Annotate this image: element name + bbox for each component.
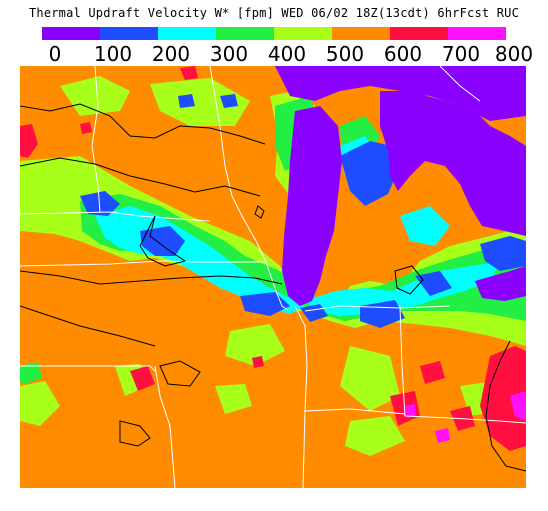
legend-swatch-100 (100, 27, 158, 40)
forecast-map (20, 66, 526, 488)
legend-swatch-300 (216, 27, 274, 40)
magenta-spots (405, 391, 526, 443)
red-spots (20, 66, 526, 451)
contour-lines (20, 103, 526, 472)
legend-label-200: 200 (151, 42, 191, 66)
legend-swatch-200 (158, 27, 216, 40)
legend-label-100: 100 (93, 42, 133, 66)
legend-swatch-0 (42, 27, 100, 40)
legend-swatch-600 (390, 27, 448, 40)
legend-label-400: 400 (267, 42, 307, 66)
lake-erie (475, 266, 526, 301)
legend-swatch-400 (274, 27, 332, 40)
legend-label-0: 0 (48, 42, 62, 66)
legend-label-500: 500 (325, 42, 365, 66)
legend-swatch-500 (332, 27, 390, 40)
color-legend-bar (42, 27, 506, 40)
lake-huron-inner (400, 101, 425, 141)
legend-label-300: 300 (209, 42, 249, 66)
lake-michigan (282, 106, 342, 306)
legend-label-800: 800 (494, 42, 534, 66)
legend-labels: 0 100 200 300 400 500 600 700 800 (0, 42, 548, 66)
chart-title: Thermal Updraft Velocity W* [fpm] WED 06… (28, 6, 520, 20)
legend-label-600: 600 (383, 42, 423, 66)
great-lakes (275, 66, 526, 306)
state-borders (20, 66, 526, 488)
legend-swatch-700 (448, 27, 506, 40)
legend-label-700: 700 (441, 42, 481, 66)
